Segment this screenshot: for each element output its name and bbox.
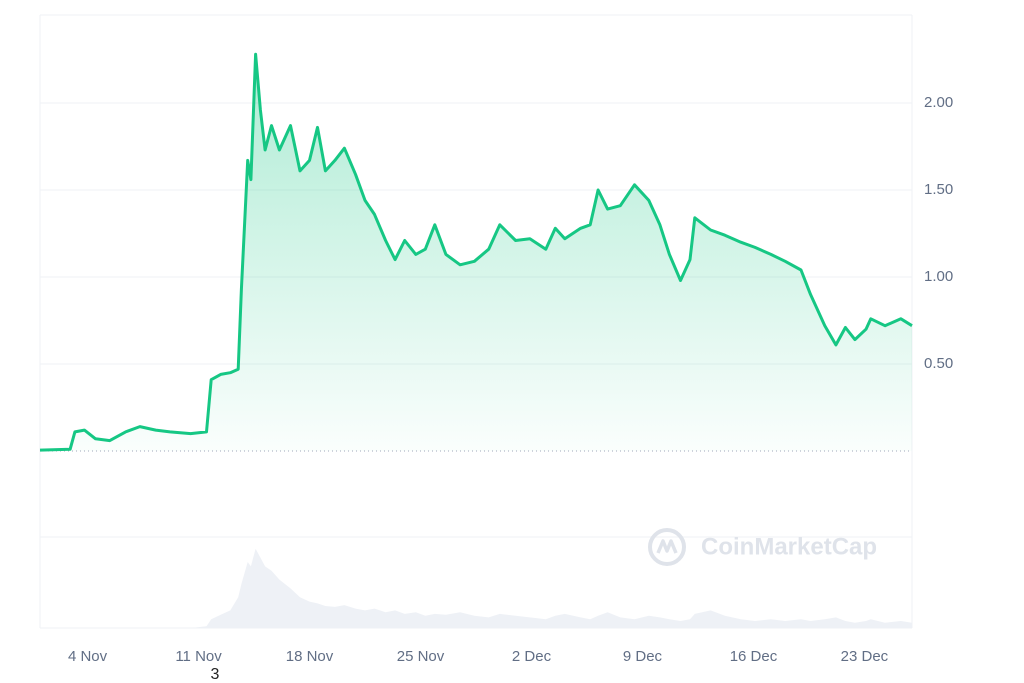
price-area <box>40 54 912 452</box>
x-tick-label: 25 Nov <box>397 648 445 665</box>
price-line <box>39 52 913 452</box>
watermark-text: CoinMarketCap <box>701 533 877 560</box>
y-tick-label: 1.00 <box>924 268 953 285</box>
y-tick-label: 2.00 <box>924 94 953 111</box>
volume-area <box>40 548 912 628</box>
x-tick-label: 23 Dec <box>841 648 889 665</box>
watermark: CoinMarketCap <box>648 528 877 566</box>
x-tick-label: 16 Dec <box>730 648 778 665</box>
annotation: 3 <box>211 666 220 683</box>
y-tick-label: 1.50 <box>924 181 953 198</box>
y-tick-label: 0.50 <box>924 355 953 372</box>
x-tick-label: 4 Nov <box>68 648 108 665</box>
x-tick-label: 11 Nov <box>175 648 222 665</box>
x-tick-label: 18 Nov <box>286 648 334 665</box>
x-tick-label: 9 Dec <box>623 648 663 665</box>
x-tick-label: 2 Dec <box>512 648 552 665</box>
